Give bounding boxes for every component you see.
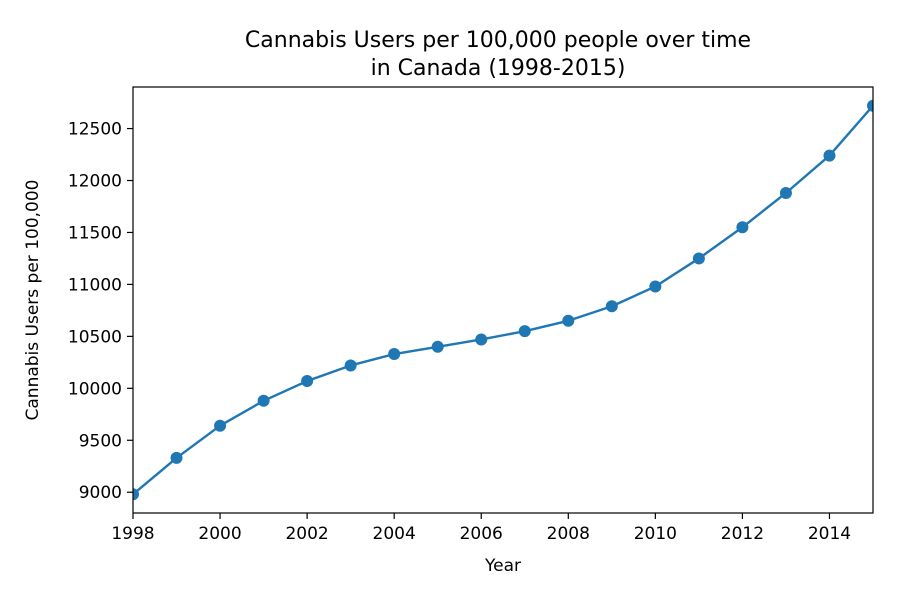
y-tick-label: 11000 [68, 275, 122, 295]
data-point [605, 300, 618, 313]
x-tick-label: 2010 [634, 524, 677, 544]
x-tick-label: 1998 [111, 524, 154, 544]
x-tick-label: 2004 [373, 524, 416, 544]
data-point [562, 314, 575, 327]
data-point [257, 394, 270, 407]
x-tick-label: 2012 [721, 524, 764, 544]
x-tick-label: 2014 [808, 524, 851, 544]
y-tick-label: 12500 [68, 120, 122, 140]
y-tick-label: 11500 [68, 223, 122, 243]
x-axis-label: Year [484, 556, 521, 576]
y-axis-label: Cannabis Users per 100,000 [23, 180, 43, 421]
chart-title: Cannabis Users per 100,000 people over t… [245, 28, 751, 81]
series-layer [133, 99, 873, 501]
chart-title-line-2: in Canada (1998-2015) [371, 56, 626, 81]
y-tick-label: 12000 [68, 172, 122, 192]
data-point [475, 333, 488, 346]
x-tick-label: 2006 [460, 524, 503, 544]
x-axis: 1998 2000 2002 2004 2006 2008 2010 2012 2014 [111, 513, 851, 544]
data-point [518, 325, 531, 338]
data-point [431, 340, 444, 353]
chart-title-line-1: Cannabis Users per 100,000 people over t… [245, 28, 751, 53]
data-point [736, 221, 749, 234]
x-tick-label: 2002 [285, 524, 328, 544]
series-line [133, 104, 873, 496]
x-tick-label: 2000 [198, 524, 241, 544]
data-point [388, 348, 401, 361]
y-tick-label: 10500 [68, 327, 122, 347]
y-tick-label: 9000 [79, 483, 122, 503]
data-point [133, 488, 139, 501]
data-point [823, 149, 836, 162]
y-tick-label: 9500 [79, 431, 122, 451]
data-point [214, 419, 227, 432]
data-point [301, 375, 314, 388]
plot-area [133, 87, 873, 513]
data-point [692, 252, 705, 265]
data-point [779, 186, 792, 199]
x-tick-label: 2008 [547, 524, 590, 544]
data-point [649, 280, 662, 293]
y-axis: 9000 9500 10000 10500 11000 11500 12000 12500 [68, 120, 133, 503]
y-tick-label: 10000 [68, 379, 122, 399]
data-point [170, 451, 183, 464]
data-point [344, 359, 357, 372]
data-point [867, 99, 873, 112]
plot-frame [132, 86, 874, 514]
